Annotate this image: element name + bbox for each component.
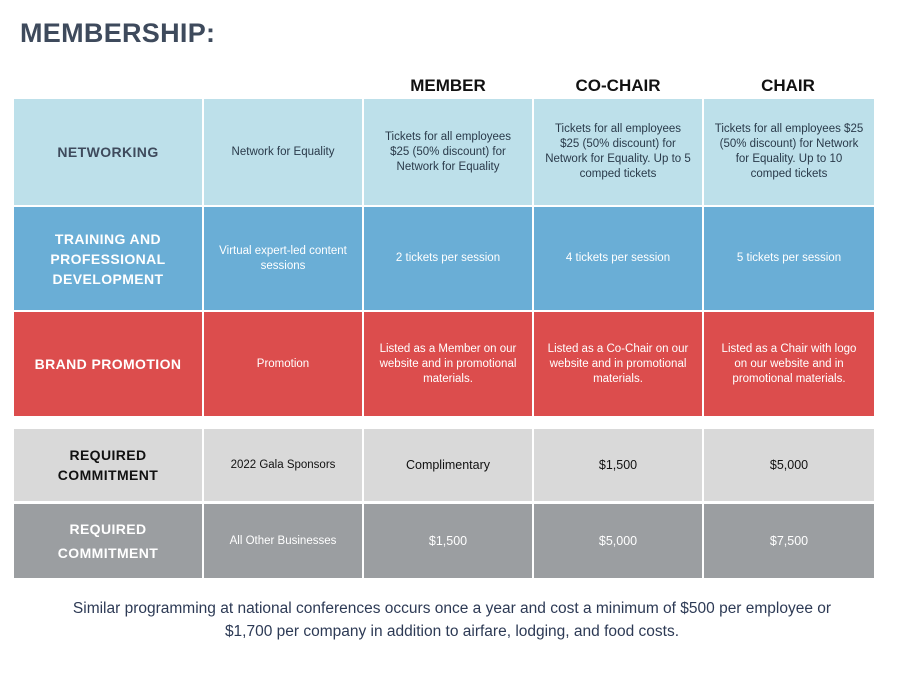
- cell-other-co-chair: $5,000: [534, 504, 702, 578]
- cell-training-chair: 5 tickets per session: [704, 207, 874, 310]
- cell-brand-chair: Listed as a Chair with logo on our websi…: [704, 312, 874, 416]
- row-desc-brand-promotion: Promotion: [204, 312, 362, 416]
- row-label-networking: NETWORKING: [14, 99, 202, 205]
- cell-brand-co-chair: Listed as a Co-Chair on our website and …: [534, 312, 702, 416]
- row-label-training: TRAINING AND PROFESSIONAL DEVELOPMENT: [14, 207, 202, 310]
- cell-networking-co-chair: Tickets for all employees $25 (50% disco…: [534, 99, 702, 205]
- cell-training-co-chair: 4 tickets per session: [534, 207, 702, 310]
- page-title: MEMBERSHIP:: [20, 18, 216, 48]
- cell-brand-member: Listed as a Member on our website and in…: [364, 312, 532, 416]
- column-header-chair: CHAIR: [761, 76, 815, 95]
- cell-other-chair: $7,500: [704, 504, 874, 578]
- cell-training-member: 2 tickets per session: [364, 207, 532, 310]
- column-header-co-chair: CO-CHAIR: [575, 76, 661, 95]
- cell-gala-co-chair: $1,500: [534, 429, 702, 501]
- column-header-member: MEMBER: [410, 76, 486, 95]
- cell-gala-member: Complimentary: [364, 429, 532, 501]
- row-desc-training: Virtual expert-led content sessions: [204, 207, 362, 310]
- row-desc-other-businesses: All Other Businesses: [204, 504, 362, 578]
- row-label-required-commitment-other: REQUIRED COMMITMENT: [14, 504, 202, 578]
- cell-gala-chair: $5,000: [704, 429, 874, 501]
- row-desc-networking: Network for Equality: [204, 99, 362, 205]
- cell-networking-member: Tickets for all employees $25 (50% disco…: [364, 99, 532, 205]
- row-desc-gala-sponsors: 2022 Gala Sponsors: [204, 429, 362, 501]
- cell-other-member: $1,500: [364, 504, 532, 578]
- row-label-required-commitment-gala: REQUIRED COMMITMENT: [14, 429, 202, 501]
- row-label-brand-promotion: BRAND PROMOTION: [14, 312, 202, 416]
- cell-networking-chair: Tickets for all employees $25 (50% disco…: [704, 99, 874, 205]
- footer-note: Similar programming at national conferen…: [72, 600, 832, 640]
